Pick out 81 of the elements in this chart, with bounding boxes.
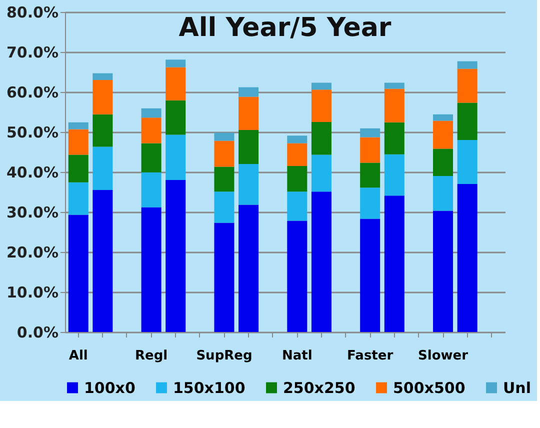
bar <box>238 87 259 97</box>
bar <box>360 137 380 163</box>
y-tick-label: 40.0% <box>6 164 58 182</box>
bar <box>384 122 404 154</box>
legend-label: 250x250 <box>283 378 356 397</box>
y-tick-label: 60.0% <box>6 84 58 102</box>
bar <box>311 192 332 332</box>
bar <box>166 67 186 100</box>
bar <box>214 132 234 141</box>
bar <box>360 188 380 219</box>
bar <box>457 68 478 103</box>
bar <box>238 204 259 332</box>
bar <box>311 90 332 122</box>
bar <box>360 218 380 332</box>
bar <box>68 154 88 182</box>
bar <box>141 118 162 144</box>
bar <box>457 102 478 140</box>
chart-title: All Year/5 Year <box>178 13 392 43</box>
bar <box>92 146 113 190</box>
legend-label: 500x500 <box>393 378 466 397</box>
y-tick-label: 50.0% <box>6 124 58 142</box>
bar <box>433 148 454 176</box>
bar <box>311 154 332 192</box>
bar <box>311 122 332 155</box>
bar <box>311 82 332 90</box>
bar <box>360 128 380 138</box>
bar <box>141 172 162 208</box>
bar <box>68 122 88 130</box>
bar <box>457 61 478 69</box>
legend-label: 150x100 <box>173 378 246 397</box>
bar <box>166 134 186 180</box>
bar <box>68 129 88 155</box>
bar <box>433 114 454 121</box>
bar <box>287 192 308 221</box>
bar <box>92 190 113 332</box>
bar <box>166 60 186 68</box>
bar <box>92 114 113 147</box>
bar <box>238 164 259 205</box>
bar <box>238 130 259 164</box>
bar <box>238 96 259 130</box>
bar <box>287 136 308 144</box>
bar <box>214 166 234 192</box>
x-tick-label: All <box>68 348 88 364</box>
bar <box>287 166 308 192</box>
y-tick-label: 70.0% <box>6 44 58 62</box>
x-tick-label: SupReg <box>196 348 252 364</box>
bar <box>287 143 308 166</box>
bar <box>92 80 113 114</box>
bar <box>92 73 113 80</box>
bar <box>141 207 162 332</box>
bar <box>384 196 404 332</box>
bar <box>433 210 454 332</box>
bar <box>214 140 234 167</box>
bar <box>457 184 478 332</box>
legend-label: Unl <box>503 378 532 397</box>
y-tick-label: 30.0% <box>6 204 58 222</box>
x-tick-label: Natl <box>282 348 312 364</box>
bar <box>166 100 186 135</box>
bar <box>384 88 404 122</box>
bar <box>384 82 404 89</box>
y-tick-label: 80.0% <box>6 4 58 22</box>
bar <box>166 180 186 332</box>
bar <box>384 154 404 196</box>
x-tick-label: Slower <box>418 348 469 364</box>
legend-label: 100x0 <box>84 378 136 397</box>
bar <box>360 162 380 188</box>
bar <box>141 143 162 172</box>
y-tick-label: 20.0% <box>6 244 58 262</box>
bar <box>214 192 234 223</box>
bar <box>68 182 88 215</box>
bar <box>433 120 454 149</box>
x-tick-label: Faster <box>347 348 394 364</box>
bar <box>141 108 162 118</box>
bar <box>457 140 478 184</box>
y-tick-label: 0.0% <box>16 324 58 342</box>
bar <box>214 222 234 332</box>
bar <box>433 176 454 211</box>
bar <box>68 214 88 332</box>
x-tick-label: Regl <box>135 348 168 364</box>
bar <box>287 220 308 332</box>
y-tick-label: 10.0% <box>6 284 58 302</box>
